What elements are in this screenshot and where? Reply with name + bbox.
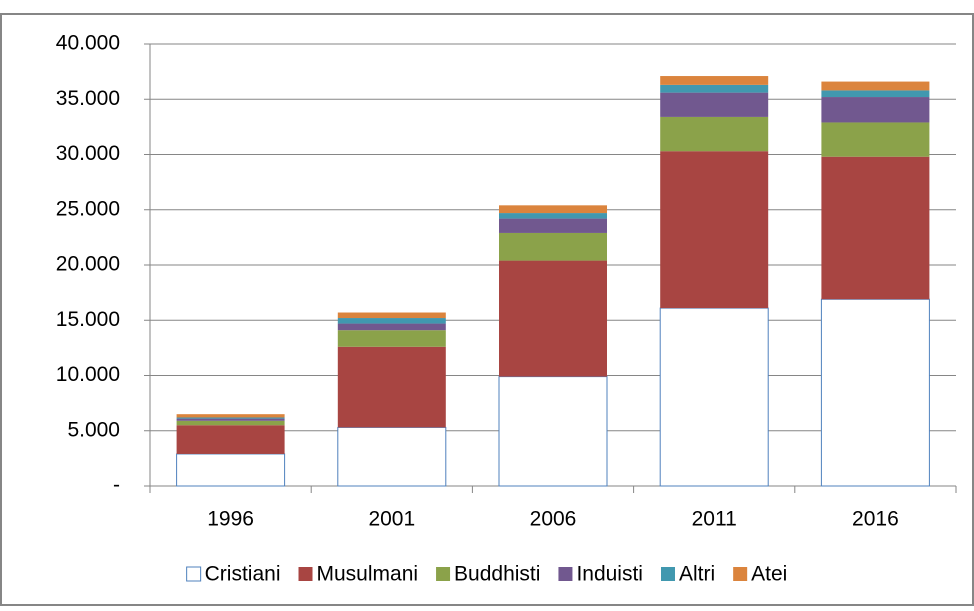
bar-segment <box>176 418 285 421</box>
bar-segment <box>176 425 285 454</box>
x-tick-label: 2016 <box>852 508 899 531</box>
y-tick-label: 15.000 <box>56 308 120 331</box>
y-tick-label: 10.000 <box>56 363 120 386</box>
bar-segment <box>337 318 446 324</box>
bar-segment <box>820 298 930 487</box>
legend-label: Buddhisti <box>454 563 540 586</box>
y-tick-label: 35.000 <box>56 87 120 110</box>
bar-segment <box>337 312 446 319</box>
bar-segment <box>176 417 285 419</box>
legend-label: Induisti <box>576 563 643 586</box>
chart-border <box>0 13 974 606</box>
bar-segment <box>176 453 286 487</box>
bar-segment <box>176 414 285 418</box>
x-tick-label: 2011 <box>692 508 737 531</box>
bar-segment <box>499 260 607 377</box>
legend-marker <box>558 567 573 581</box>
legend-marker <box>733 567 748 581</box>
x-tick-label: 1996 <box>207 508 254 531</box>
y-tick-label: 20.000 <box>56 253 120 276</box>
legend-marker <box>436 567 451 581</box>
bar-segment <box>176 420 285 426</box>
legend-label: Altri <box>679 563 715 586</box>
legend-marker <box>660 567 675 581</box>
y-tick-label: 5.000 <box>67 418 120 441</box>
legend-marker <box>298 567 313 581</box>
y-tick-label: 30.000 <box>56 142 120 165</box>
x-tick-label: 2006 <box>530 508 577 531</box>
bar-segment <box>821 156 930 300</box>
y-tick-label: 25.000 <box>56 197 120 220</box>
bar-segment <box>499 205 607 214</box>
bar-segment <box>659 307 769 487</box>
bar-segment <box>660 84 769 93</box>
x-tick-label: 2001 <box>368 508 415 531</box>
legend-label: Musulmani <box>317 563 419 586</box>
bar-segment <box>337 426 447 487</box>
bar-segment <box>337 323 446 331</box>
bar-segment <box>821 81 930 91</box>
y-tick-label: 40.000 <box>56 32 120 55</box>
bar-segment <box>499 232 607 261</box>
y-tick-label: - <box>113 474 120 497</box>
bar-segment <box>499 213 607 219</box>
bar-segment <box>337 346 446 428</box>
legend-marker <box>186 566 202 582</box>
bar-segment <box>498 376 608 487</box>
bar-segment <box>821 90 930 98</box>
legend-label: Cristiani <box>205 563 281 586</box>
bar-segment <box>821 97 930 123</box>
bar-segment <box>660 151 769 309</box>
bar-segment <box>660 92 769 117</box>
bar-segment <box>337 330 446 347</box>
bar-segment <box>660 76 769 85</box>
bar-segment <box>499 218 607 233</box>
legend-label: Atei <box>751 563 787 586</box>
bar-segment <box>821 122 930 157</box>
bar-segment <box>660 116 769 152</box>
